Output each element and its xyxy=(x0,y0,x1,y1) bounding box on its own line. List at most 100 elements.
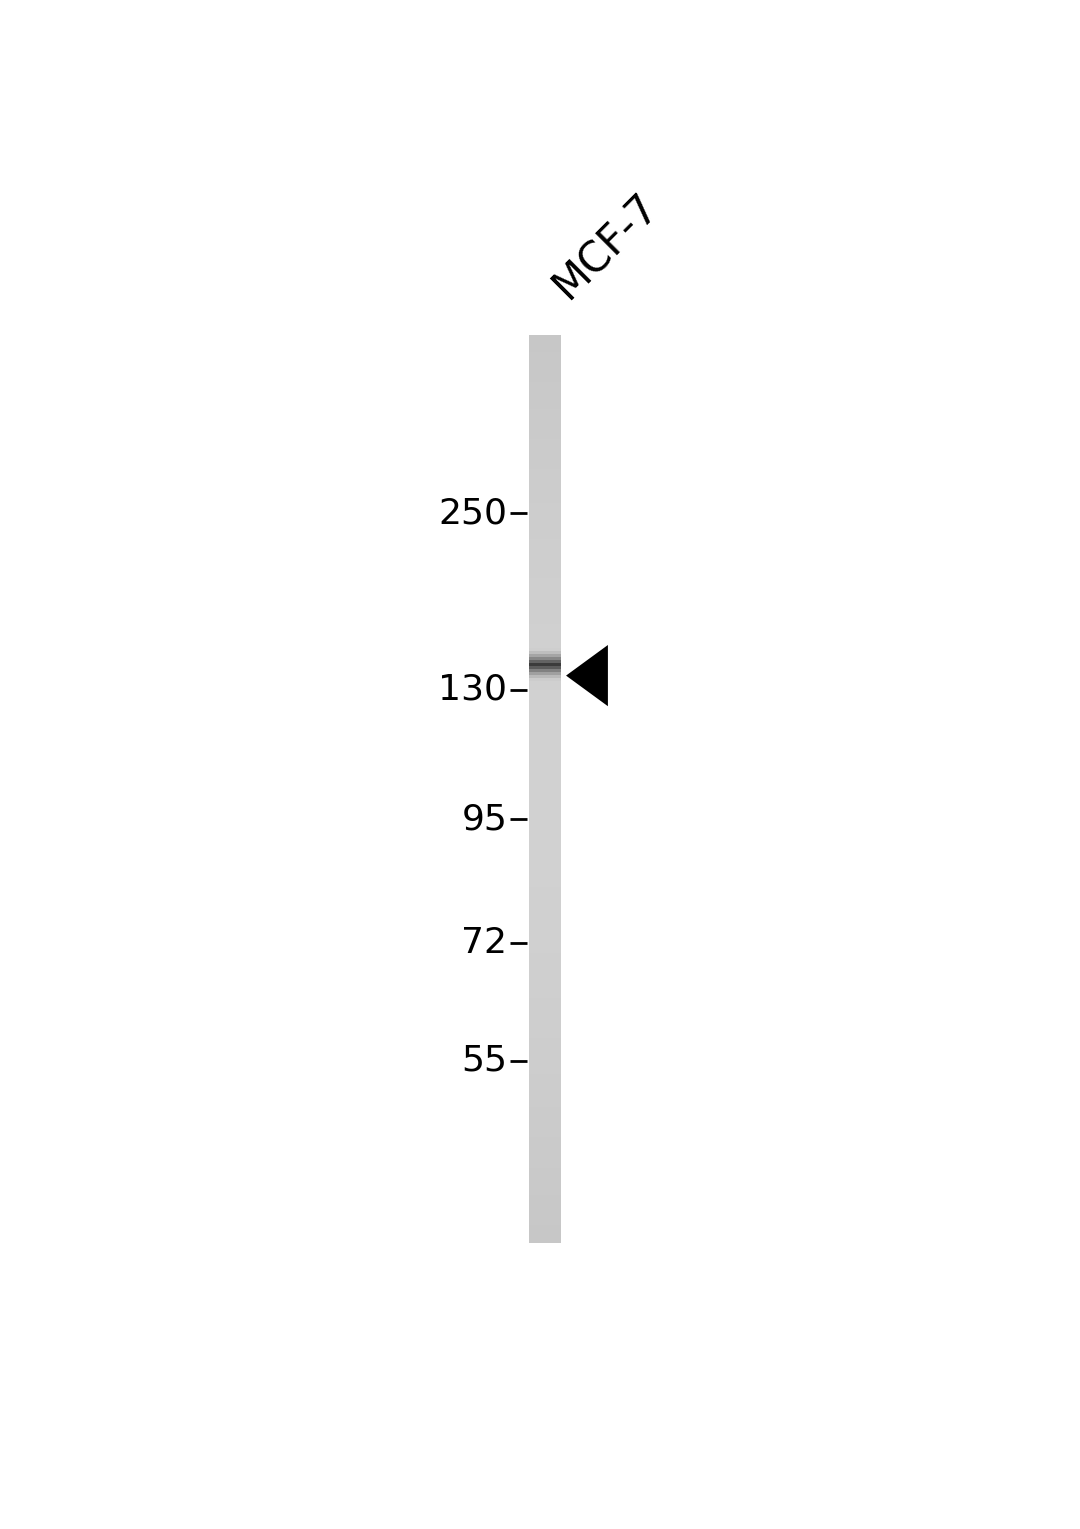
Bar xyxy=(529,934,561,937)
Bar xyxy=(529,628,561,633)
Bar xyxy=(529,375,561,379)
Bar xyxy=(529,979,561,983)
Text: 95: 95 xyxy=(461,803,508,836)
Bar xyxy=(529,622,561,627)
Bar xyxy=(529,483,561,488)
Bar xyxy=(529,1096,561,1101)
Bar xyxy=(529,372,561,376)
Bar xyxy=(529,644,561,648)
Bar xyxy=(529,453,561,457)
Bar xyxy=(529,830,561,835)
Bar xyxy=(529,560,561,563)
Bar xyxy=(529,693,561,696)
Bar xyxy=(529,508,561,512)
Bar xyxy=(529,761,561,766)
Bar xyxy=(529,514,561,518)
Bar xyxy=(529,414,561,417)
Bar xyxy=(529,891,561,896)
Bar xyxy=(529,1043,561,1047)
Bar xyxy=(529,1197,561,1200)
Bar xyxy=(529,495,561,500)
Bar xyxy=(529,780,561,784)
Bar xyxy=(529,937,561,940)
Bar xyxy=(529,976,561,980)
Bar xyxy=(529,1179,561,1182)
Bar xyxy=(529,1229,561,1234)
Bar xyxy=(529,417,561,420)
Bar xyxy=(529,638,561,642)
Bar xyxy=(529,424,561,427)
Bar xyxy=(529,994,561,998)
Bar xyxy=(529,526,561,531)
Bar xyxy=(529,365,561,370)
Bar xyxy=(529,1182,561,1185)
Bar xyxy=(529,913,561,917)
Bar xyxy=(529,607,561,612)
Bar xyxy=(529,774,561,778)
Bar xyxy=(529,810,561,813)
Bar xyxy=(529,804,561,807)
Bar xyxy=(529,795,561,798)
Bar xyxy=(529,1188,561,1191)
Text: 72: 72 xyxy=(461,927,508,960)
Bar xyxy=(529,696,561,699)
Bar xyxy=(529,746,561,751)
Bar xyxy=(529,517,561,521)
Bar xyxy=(529,713,561,717)
Bar xyxy=(529,589,561,593)
Bar xyxy=(529,1099,561,1104)
Bar xyxy=(529,547,561,550)
Bar xyxy=(529,1076,561,1079)
Bar xyxy=(529,855,561,859)
Bar xyxy=(529,1118,561,1122)
Bar xyxy=(529,1176,561,1179)
Bar xyxy=(529,459,561,463)
Bar xyxy=(529,1226,561,1231)
Bar xyxy=(529,919,561,924)
Bar xyxy=(529,674,561,677)
Bar xyxy=(529,991,561,995)
Bar xyxy=(529,873,561,878)
Bar xyxy=(529,420,561,424)
Bar xyxy=(529,492,561,497)
Bar xyxy=(529,650,561,654)
Bar xyxy=(529,462,561,466)
Bar xyxy=(529,876,561,881)
Bar xyxy=(529,1112,561,1116)
Bar xyxy=(529,946,561,950)
Bar xyxy=(529,997,561,1001)
Bar xyxy=(529,683,561,687)
Bar xyxy=(529,925,561,928)
Bar xyxy=(529,1136,561,1141)
Bar xyxy=(529,1006,561,1011)
Bar xyxy=(529,839,561,844)
Text: 130: 130 xyxy=(438,673,508,706)
Bar xyxy=(529,823,561,826)
Bar xyxy=(529,1000,561,1005)
Bar xyxy=(529,1073,561,1076)
Bar xyxy=(529,1142,561,1147)
Bar xyxy=(529,647,561,651)
Bar xyxy=(529,786,561,790)
Bar xyxy=(529,954,561,959)
Bar xyxy=(529,777,561,781)
Bar xyxy=(529,1157,561,1162)
Bar xyxy=(529,1109,561,1113)
Bar xyxy=(529,700,561,705)
Bar xyxy=(529,1161,561,1165)
Bar xyxy=(529,408,561,413)
Bar xyxy=(529,706,561,711)
Bar xyxy=(529,709,561,714)
Bar xyxy=(529,771,561,775)
Bar xyxy=(529,743,561,748)
Bar xyxy=(529,749,561,754)
Bar xyxy=(529,731,561,735)
Bar xyxy=(529,668,561,671)
Bar xyxy=(529,427,561,430)
Bar xyxy=(529,1170,561,1174)
Bar xyxy=(529,344,561,349)
Bar xyxy=(529,1079,561,1083)
Bar xyxy=(529,687,561,690)
Bar xyxy=(529,755,561,760)
Bar xyxy=(529,566,561,569)
